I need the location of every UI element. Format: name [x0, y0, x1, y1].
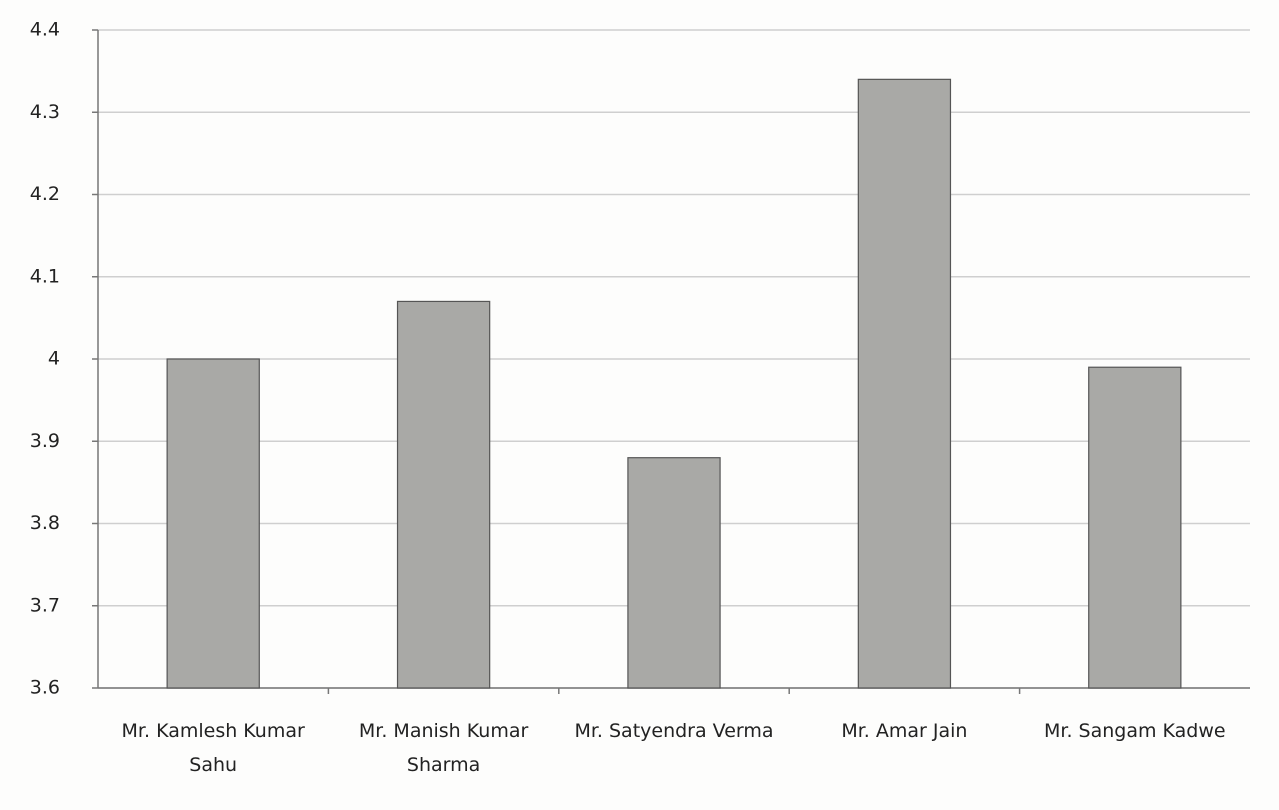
y-tick-label: 3.9	[30, 430, 60, 452]
y-tick-label: 3.8	[30, 512, 60, 534]
y-tick-label: 4.2	[30, 183, 60, 205]
x-tick-label: Mr. Satyendra Verma	[574, 720, 774, 742]
bar	[1088, 366, 1182, 689]
bar	[396, 300, 491, 689]
x-tick-label: Mr. Manish Kumar Sharma	[358, 720, 529, 776]
y-tick-label: 3.7	[30, 594, 60, 616]
y-tick-label: 4.4	[30, 19, 60, 41]
x-tick-label: Mr. Amar Jain	[841, 720, 968, 742]
y-tick-label: 4.1	[30, 265, 60, 287]
x-tick-label: Mr. Sangam Kadwe	[1043, 720, 1226, 742]
bar	[857, 78, 952, 689]
bar	[166, 358, 260, 689]
y-tick-label: 4	[48, 348, 60, 370]
x-tick-label: Mr. Kamlesh Kumar Sahu	[121, 720, 305, 776]
y-tick-label: 4.3	[30, 101, 60, 123]
bar	[627, 457, 721, 689]
y-tick-label: 3.6	[30, 677, 60, 699]
